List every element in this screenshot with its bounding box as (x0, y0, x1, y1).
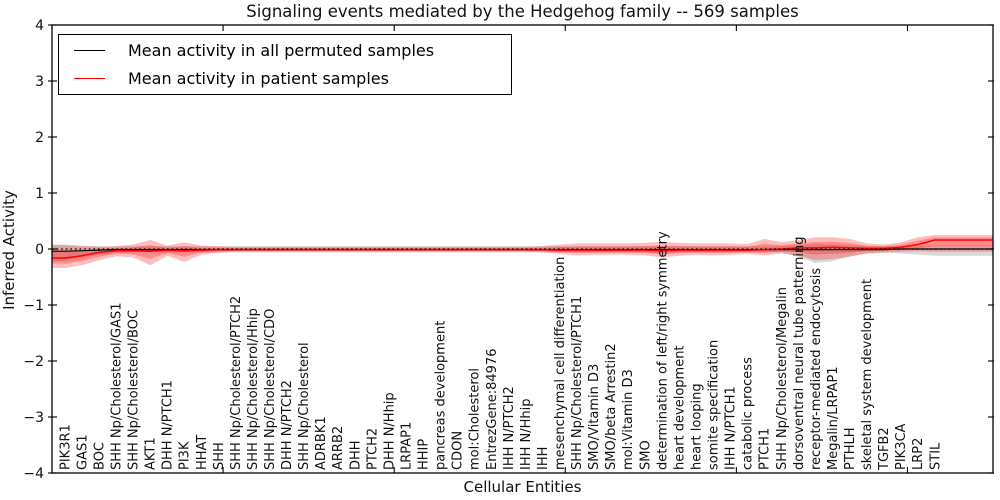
x-category-label: SHH Np/Cholesterol/PTCH1 (570, 296, 585, 470)
x-category-label: TGFB2 (877, 427, 892, 471)
x-category-label: LRPAP1 (399, 422, 414, 470)
x-category-label: ADRBK1 (314, 416, 329, 470)
x-category-label: pancreas development (434, 321, 449, 470)
y-tick-label: 1 (35, 186, 44, 202)
x-category-label: PTHLH (843, 427, 858, 470)
x-category-label: SHH Np/Cholesterol/Hhip (246, 308, 261, 470)
patient-mean-line (52, 239, 993, 259)
x-category-label: DHH N/Hhip (382, 392, 397, 470)
x-category-label: heart looping (689, 383, 704, 470)
x-category-label: GAS1 (75, 435, 90, 471)
x-category-label: SMO (638, 440, 653, 470)
x-category-label: SHH Np/Cholesterol (297, 342, 312, 470)
permuted-line-swatch (74, 49, 105, 51)
y-tick-label: 3 (35, 74, 44, 90)
legend-item-patient: Mean activity in patient samples (74, 66, 511, 92)
x-category-label: somite specification (706, 340, 721, 470)
x-category-label: SHH (212, 442, 227, 470)
x-category-label: HHIP (416, 439, 431, 470)
x-category-label: PI3K (178, 441, 193, 470)
x-category-label: heart development (672, 345, 687, 470)
x-category-label: DHH (348, 440, 363, 470)
x-category-label: SHH Np/Cholesterol/PTCH2 (229, 296, 244, 470)
x-category-label: IHH N/PTCH2 (502, 386, 517, 470)
x-category-label: dorsoventral neural tube patterning (792, 237, 807, 470)
y-tick-label: 4 (35, 18, 44, 34)
x-category-label: CDON (451, 431, 466, 470)
x-category-label: AKT1 (144, 437, 159, 470)
x-category-label: DHH N/PTCH1 (161, 380, 176, 470)
patient-std-band-inner (52, 237, 993, 264)
x-category-label: HHAT (195, 435, 210, 470)
x-category-label: IHH N/Hhip (519, 399, 534, 471)
x-axis-title: Cellular Entities (463, 478, 582, 496)
x-category-label: BOC (92, 442, 107, 470)
y-tick-label: −3 (23, 410, 44, 426)
x-category-label: receptor-mediated endocytosis (809, 268, 824, 470)
y-tick-label: 0 (35, 242, 44, 258)
y-axis-title: Inferred Activity (0, 190, 18, 310)
y-tick-label: −4 (23, 466, 44, 482)
x-category-label: catabolic process (741, 357, 756, 470)
y-tick-label: −2 (23, 354, 44, 370)
x-category-label: ARRB2 (331, 426, 346, 470)
x-category-label: LRP2 (911, 438, 926, 470)
chart-title: Signaling events mediated by the Hedgeho… (246, 2, 799, 21)
x-category-label: PTCH2 (365, 428, 380, 470)
legend-item-permuted: Mean activity in all permuted samples (74, 37, 511, 63)
x-category-label: IHH N/PTCH1 (724, 386, 739, 470)
x-category-label: DHH N/PTCH2 (280, 380, 295, 470)
x-category-label: SHH Np/Cholesterol/BOC (126, 310, 141, 470)
x-category-label: Megalin/LRPAP1 (826, 366, 841, 470)
x-category-label: SMO/Vitamin D3 (587, 364, 602, 470)
x-category-label: PIK3CA (894, 423, 909, 470)
x-category-label: SMO/beta Arrestin2 (604, 343, 619, 470)
x-category-label: determination of left/right symmetry (655, 231, 670, 470)
x-category-label: SHH Np/Cholesterol/CDO (263, 309, 278, 470)
x-category-label: IHH (536, 447, 551, 470)
x-category-label: mesenchymal cell differentiation (553, 257, 568, 470)
x-category-label: STIL (928, 442, 943, 470)
patient-std-band (52, 235, 993, 268)
x-category-label: skeletal system development (860, 279, 875, 470)
y-tick-label: 2 (35, 130, 44, 146)
x-category-label: EntrezGene:84976 (485, 349, 500, 470)
x-category-label: mol:Cholesterol (468, 368, 483, 470)
x-category-label: PIK3R1 (58, 424, 73, 470)
x-category-label: SHH Np/Cholesterol/Megalin (775, 287, 790, 470)
legend-box: Mean activity in all permuted samples Me… (58, 34, 512, 95)
legend-label-permuted: Mean activity in all permuted samples (128, 40, 435, 60)
x-category-label: PTCH1 (758, 428, 773, 470)
patient-line-swatch (74, 78, 105, 80)
x-category-label: SHH Np/Cholesterol/GAS1 (109, 302, 124, 470)
legend-label-patient: Mean activity in patient samples (128, 69, 389, 89)
y-tick-label: −1 (23, 298, 44, 314)
x-category-label: mol:Vitamin D3 (621, 369, 636, 470)
